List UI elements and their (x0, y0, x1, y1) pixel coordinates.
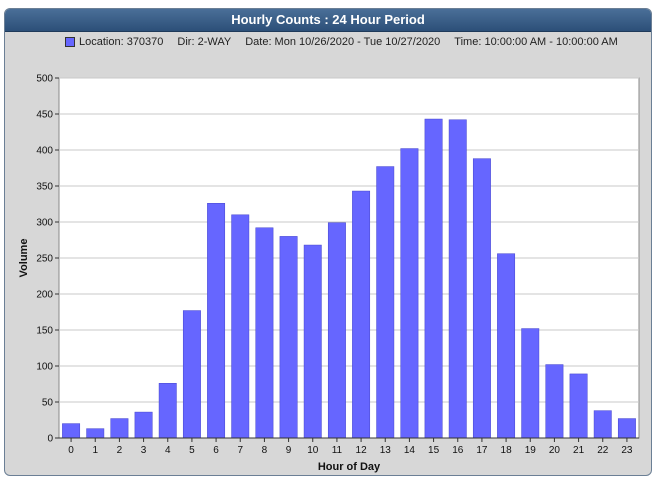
bar (617, 418, 636, 439)
legend-swatch (65, 37, 75, 47)
chart-title: Hourly Counts : 24 Hour Period (5, 9, 651, 32)
x-tick-label: 2 (117, 445, 123, 456)
y-tick-label: 0 (47, 434, 53, 445)
y-tick-label: 350 (36, 182, 53, 193)
bar (86, 428, 105, 439)
bar (158, 383, 177, 439)
x-tick-label: 20 (549, 445, 561, 456)
x-tick-label: 1 (92, 445, 98, 456)
x-tick-label: 7 (237, 445, 243, 456)
bar (593, 410, 612, 439)
x-tick-label: 22 (597, 445, 609, 456)
bar (521, 328, 540, 439)
legend-time: Time: 10:00:00 AM - 10:00:00 AM (454, 36, 618, 48)
legend: Location: 370370 Dir: 2-WAY Date: Mon 10… (65, 36, 632, 48)
x-tick-label: 12 (356, 445, 368, 456)
bars (62, 118, 636, 439)
x-tick-label: 15 (428, 445, 440, 456)
bar (497, 253, 516, 439)
bar (545, 364, 564, 439)
bar (207, 203, 226, 439)
y-tick-label: 400 (36, 146, 53, 157)
bar (376, 166, 395, 439)
bar (255, 227, 274, 439)
x-tick-label: 23 (621, 445, 633, 456)
bar (352, 190, 371, 439)
bar (303, 244, 322, 439)
y-tick-label: 300 (36, 218, 53, 229)
bar (400, 148, 419, 439)
bar (62, 423, 81, 439)
x-axis-title: Hour of Day (318, 461, 381, 473)
x-tick-label: 5 (189, 445, 195, 456)
bar (569, 373, 588, 439)
y-tick-label: 100 (36, 362, 53, 373)
x-tick-label: 9 (286, 445, 292, 456)
x-tick-label: 17 (476, 445, 488, 456)
bar (279, 236, 298, 439)
x-tick-label: 0 (68, 445, 74, 456)
y-tick-label: 250 (36, 254, 53, 265)
x-tick-label: 4 (165, 445, 171, 456)
x-tick-label: 8 (262, 445, 268, 456)
x-tick-label: 19 (525, 445, 537, 456)
legend-direction: Dir: 2-WAY (177, 36, 232, 48)
x-tick-label: 13 (380, 445, 392, 456)
y-tick-label: 50 (42, 398, 54, 409)
y-axis: 0 50 100 150 200 250 300 350 400 450 500 (36, 74, 59, 445)
x-axis: 0 1 2 3 4 5 6 7 8 9 10 11 12 13 14 15 16 17 18 19 20 21 22 23 (59, 437, 639, 456)
y-tick-label: 450 (36, 110, 53, 121)
bar (182, 310, 201, 439)
bar (448, 119, 467, 439)
bar (134, 411, 153, 439)
legend-date: Date: Mon 10/26/2020 - Tue 10/27/2020 (245, 36, 441, 48)
y-tick-label: 150 (36, 326, 53, 337)
bar (231, 214, 250, 439)
y-axis-title: Volume (18, 239, 30, 278)
x-tick-label: 10 (307, 445, 319, 456)
legend-location: Location: 370370 (79, 36, 164, 48)
x-tick-label: 18 (501, 445, 513, 456)
x-tick-label: 6 (213, 445, 219, 456)
bar (472, 158, 491, 439)
bar (424, 118, 443, 439)
y-tick-label: 200 (36, 290, 53, 301)
x-tick-label: 21 (573, 445, 585, 456)
x-tick-label: 11 (332, 445, 343, 456)
bar (327, 222, 346, 439)
x-tick-label: 14 (404, 445, 416, 456)
y-tick-label: 500 (36, 74, 53, 85)
bar (110, 418, 129, 439)
x-tick-label: 3 (141, 445, 147, 456)
x-tick-label: 16 (452, 445, 464, 456)
